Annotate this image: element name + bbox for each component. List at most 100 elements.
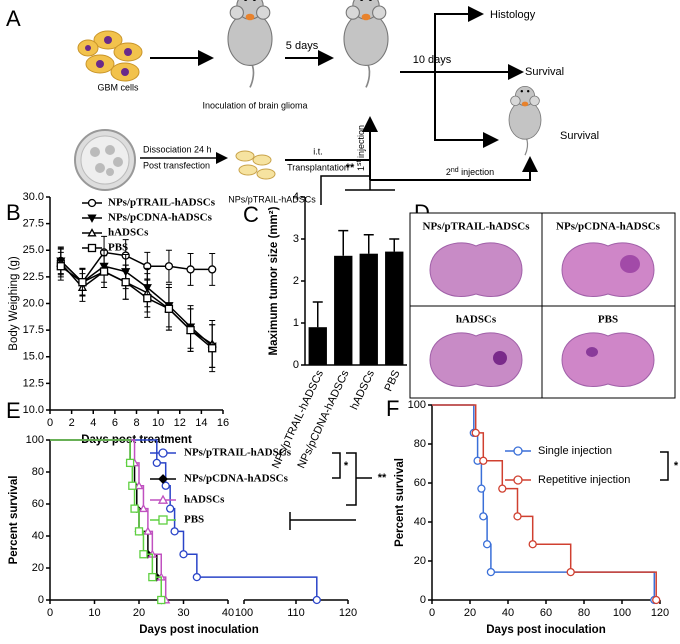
image-label: PBS [598,314,618,326]
label: NPs/pTRAIL-hADSCs [228,194,316,204]
y-tick-label: 40 [414,516,426,528]
x-tick-label: 0 [429,607,435,619]
label: injection [459,167,495,177]
y-tick-label: 3 [293,233,299,245]
x-tick-label: 120 [339,607,357,619]
marker [143,294,152,303]
y-tick-label: 60 [32,498,44,510]
legend-marker [87,214,97,223]
annotation: ** [346,162,355,174]
y-axis-label: Maximum tumor size (mm²) [268,206,280,355]
marker [498,484,507,493]
panel-letter: E [6,398,21,423]
legend-label: PBS [108,242,128,254]
marker [179,550,188,559]
x-axis-label: Days post inoculation [139,624,259,636]
legend-marker [87,198,97,208]
gbm-cells [77,30,143,82]
x-tick-label: 10 [152,417,164,429]
label: i.t. [313,146,323,156]
x-tick-label: 110 [287,607,305,619]
x-tick-label: 8 [133,417,139,429]
label: nd [451,167,459,174]
legend-marker [87,243,97,253]
x-tick-label: 40 [222,607,234,619]
marker [186,325,195,335]
x-tick-label: 60 [540,607,552,619]
bar [359,253,378,365]
marker [152,458,161,468]
x-tick-label: 4 [90,417,96,429]
y-tick-label: 10.0 [23,404,44,416]
y-tick-label: 20 [414,555,426,567]
bar [308,327,327,365]
marker [99,267,109,276]
panel-d: D NPs/pTRAIL-hADSCs NPs/pCDNA-hADSCs hAD… [409,200,676,399]
legend-label: Repetitive injection [538,474,630,486]
label: st [356,160,363,166]
marker [139,550,148,559]
legend-marker [513,446,523,456]
y-tick-label: 30.0 [23,191,44,203]
marker [128,481,137,490]
label: 2 [446,167,451,177]
legend-marker [158,448,168,458]
marker [125,458,135,468]
y-tick-label: 100 [26,434,44,446]
marker [121,278,130,287]
marker [479,512,488,521]
label: injection [356,125,366,161]
y-tick-label: 27.5 [23,218,44,230]
y-tick-label: 17.5 [23,324,44,336]
label: Histology [490,9,536,21]
label: Transplantation [287,162,349,172]
label: Survival [525,66,564,78]
x-tick-label: 16 [217,417,229,429]
marker [161,481,170,490]
label: 10 days [413,54,452,66]
survival-line [50,439,162,600]
marker [477,484,486,493]
marker [134,480,144,490]
marker [208,265,217,274]
legend-marker [158,474,168,484]
y-tick-label: 80 [32,466,44,478]
y-tick-label: 2 [293,275,299,287]
panel-letter: F [386,396,399,421]
marker [312,595,321,605]
x-tick-label: 12 [174,417,186,429]
marker [208,344,217,353]
legend-label: NPs/pCDNA-hADSCs [184,473,289,485]
label: Dissociation 24 h [143,144,212,154]
dish [74,129,136,191]
survival-line [432,404,656,600]
x-tick-label: 6 [112,417,118,429]
legend-label: NPs/pTRAIL-hADSCs [184,447,292,459]
annotation: * [674,460,679,472]
marker [134,527,144,536]
x-tick-label: 2 [69,417,75,429]
marker [157,595,166,605]
marker [186,265,195,274]
marker [148,572,157,582]
y-tick-label: 0 [293,359,299,371]
x-tick-label: 0 [47,607,53,619]
panel-letter: C [243,202,259,227]
x-tick-label: 14 [195,417,207,429]
hadscs [235,150,276,180]
legend-label: hADSCs [108,227,149,239]
x-tick-label: 120 [651,607,669,619]
panel-a: A GBM cells Inoculation of brain glioma … [6,0,599,204]
y-tick-label: 80 [414,438,426,450]
marker [566,567,575,577]
legend-marker [157,494,169,504]
y-tick-label: 4 [293,191,299,203]
x-tick-label: 100 [235,607,253,619]
image-label: NPs/pTRAIL-hADSCs [423,221,531,233]
annotation: * [344,460,349,472]
x-axis-label: Days post inoculation [486,624,606,636]
x-tick-label: 20 [464,607,476,619]
label: 2nd injection [446,167,494,178]
legend-label: Single injection [538,445,612,457]
